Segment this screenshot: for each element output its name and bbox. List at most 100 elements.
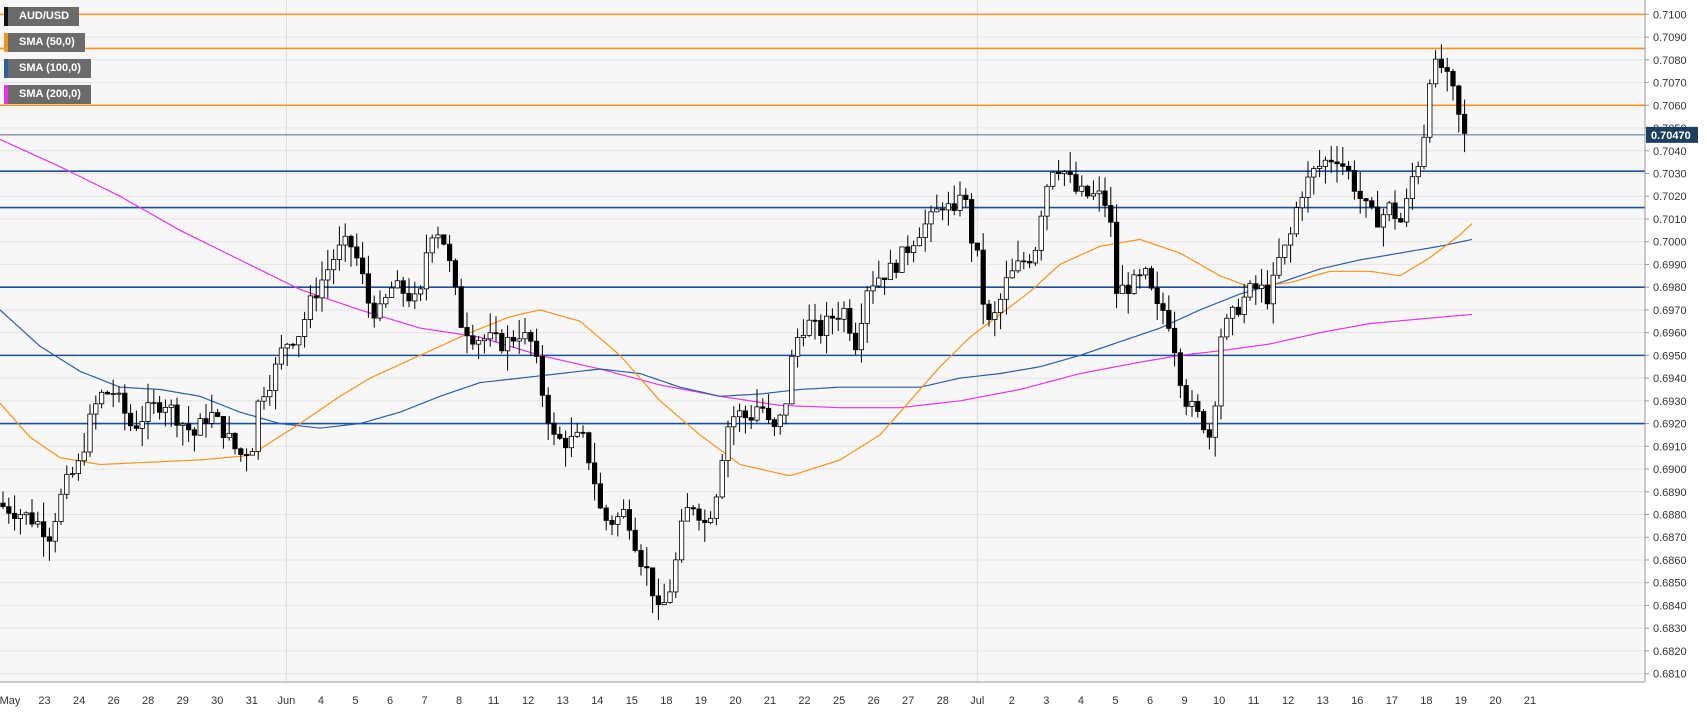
- legend-item-sma100[interactable]: SMA (100,0): [4, 59, 91, 78]
- candle-body-up: [945, 203, 952, 211]
- candle: [232, 432, 238, 455]
- candle: [104, 390, 110, 395]
- candle: [609, 515, 615, 536]
- candle: [1456, 84, 1462, 133]
- x-tick-label: 31: [246, 695, 258, 707]
- candle-body-up: [795, 337, 801, 357]
- candle: [1206, 424, 1212, 450]
- candle-body-up: [278, 347, 285, 365]
- x-tick-label: 7: [421, 695, 427, 707]
- candle-body-up: [377, 303, 383, 319]
- candle: [1264, 270, 1270, 310]
- candle-body-up: [1032, 249, 1038, 264]
- candle: [1218, 328, 1224, 420]
- candle-body-down: [1195, 401, 1201, 412]
- candle: [789, 349, 795, 405]
- candle-body-down: [650, 567, 656, 597]
- candle-body-down: [1201, 411, 1207, 431]
- candle: [1056, 160, 1062, 181]
- candle: [81, 433, 87, 466]
- x-tick-label: 18: [660, 695, 672, 707]
- candle-body-up: [1061, 171, 1067, 175]
- x-tick-label: 19: [1455, 695, 1467, 707]
- candle-body-down: [1067, 171, 1073, 175]
- legend-item-sma200[interactable]: SMA (200,0): [4, 85, 91, 104]
- x-tick-label: 29: [177, 695, 189, 707]
- candle-body-down: [1148, 268, 1154, 289]
- legend-label: AUD/USD: [19, 10, 70, 22]
- x-tick-label: 15: [626, 695, 638, 707]
- candle-body-down: [46, 536, 53, 542]
- x-tick-label: 12: [522, 695, 534, 707]
- candle: [800, 319, 807, 347]
- x-tick-label: 14: [591, 695, 603, 707]
- candle-body-down: [0, 502, 6, 508]
- candle-body-down: [1125, 284, 1131, 295]
- candle-body-up: [481, 338, 488, 342]
- candle-body-down: [974, 242, 981, 251]
- candle-body-down: [1363, 198, 1369, 202]
- candle: [185, 406, 192, 442]
- candle-body-down: [1264, 284, 1270, 305]
- candle: [1334, 145, 1340, 183]
- candle: [986, 299, 992, 327]
- y-tick-label: 0.7070: [1653, 78, 1687, 90]
- x-tick-label: 26: [868, 695, 880, 707]
- candle: [470, 324, 476, 350]
- candle: [1438, 44, 1444, 74]
- candle: [319, 261, 325, 312]
- candle-body-up: [1241, 296, 1247, 315]
- candle: [133, 410, 139, 432]
- candle-body-down: [1444, 67, 1450, 72]
- x-tick-label: 19: [695, 695, 707, 707]
- candle: [1340, 146, 1346, 175]
- candle-body-up: [864, 290, 870, 324]
- candle: [127, 404, 134, 432]
- candle: [1351, 160, 1357, 200]
- candle-body-down: [592, 462, 598, 485]
- candle: [1195, 394, 1201, 418]
- candle: [272, 357, 279, 410]
- legend-item-audusd[interactable]: AUD/USD: [4, 7, 80, 26]
- candle-body-down: [1177, 352, 1183, 386]
- candle: [1143, 266, 1149, 280]
- candle: [1067, 152, 1073, 183]
- x-tick-label: 22: [798, 695, 810, 707]
- candle-body-down: [174, 404, 180, 426]
- candle-body-down: [771, 419, 778, 428]
- candle-body-down: [760, 406, 766, 409]
- x-tick-label: 28: [142, 695, 154, 707]
- candle-body-down: [986, 303, 992, 320]
- candle: [1079, 175, 1085, 197]
- candle-body-up: [684, 507, 691, 522]
- candle-body-down: [446, 243, 453, 262]
- candle: [394, 270, 401, 289]
- candle-body-down: [609, 520, 615, 525]
- candle: [563, 430, 569, 467]
- candle-body-down: [185, 423, 192, 431]
- candle-body-up: [1224, 317, 1230, 338]
- candle-body-down: [6, 506, 12, 514]
- candle-body-up: [1259, 284, 1265, 289]
- x-tick-label: Jul: [970, 695, 984, 707]
- candle-body-down: [905, 246, 911, 253]
- candle: [644, 546, 650, 586]
- candle: [1166, 295, 1172, 332]
- candle: [534, 328, 540, 364]
- candle-body-up: [876, 277, 882, 287]
- candle: [1421, 124, 1427, 170]
- candle-body-down: [359, 257, 366, 275]
- candle-body-up: [806, 319, 812, 336]
- candle: [1241, 283, 1247, 324]
- candle: [29, 499, 35, 528]
- legend-item-sma50[interactable]: SMA (50,0): [4, 33, 85, 52]
- candle-body-up: [1270, 274, 1276, 305]
- x-tick-label: 26: [108, 695, 120, 707]
- candle: [528, 329, 534, 356]
- candle-body-up: [35, 521, 41, 525]
- candle-body-up: [916, 237, 923, 247]
- y-tick-label: 0.6820: [1653, 646, 1687, 658]
- candle: [1061, 170, 1067, 187]
- candle: [110, 379, 116, 408]
- y-tick-label: 0.7100: [1653, 9, 1687, 21]
